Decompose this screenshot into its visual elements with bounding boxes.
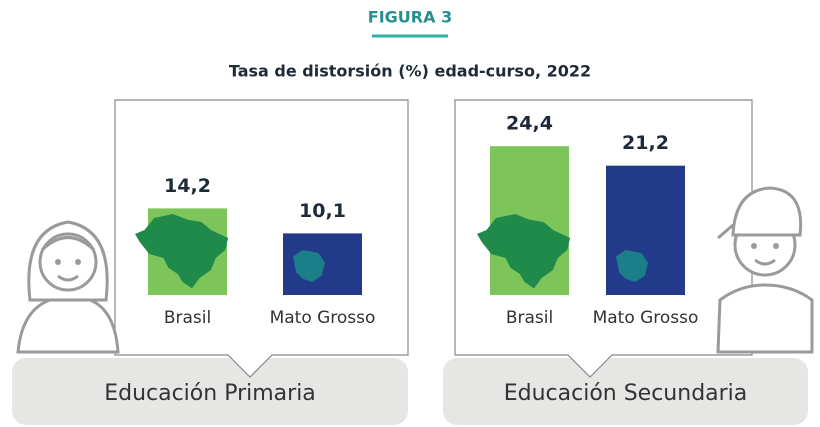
brazil-map <box>135 214 229 289</box>
girl-eye <box>75 259 81 265</box>
panel-pointer <box>567 354 613 378</box>
boy-smile <box>754 258 776 266</box>
girl-body <box>16 298 120 354</box>
panel-label-box <box>443 358 808 425</box>
value-label: 10,1 <box>299 200 346 222</box>
value-label: 21,2 <box>622 132 669 154</box>
panel-pointer <box>227 354 273 378</box>
boy-eye <box>751 243 757 249</box>
girl-eye <box>55 259 61 265</box>
mato-grosso-map <box>616 250 648 282</box>
panel-label-box <box>12 358 408 425</box>
boy-eye <box>773 243 779 249</box>
girl-bangs <box>40 236 96 252</box>
boy-body <box>716 283 814 354</box>
brazil-map <box>477 214 571 289</box>
category-label: Mato Grosso <box>593 308 699 328</box>
value-label: 14,2 <box>164 175 211 197</box>
girl-smile <box>57 274 79 282</box>
girl-face <box>38 232 98 292</box>
panel-title: Educación Primaria <box>104 381 316 406</box>
value-label: 24,4 <box>506 113 553 135</box>
panel-title: Educación Secundaria <box>504 381 748 406</box>
category-label: Brasil <box>506 308 553 328</box>
boy-cap-brim <box>717 223 734 240</box>
category-label: Mato Grosso <box>270 308 376 328</box>
category-label: Brasil <box>164 308 211 328</box>
figure-label: FIGURA 3 <box>368 8 452 27</box>
mato-grosso-map <box>293 250 325 282</box>
boy-cap <box>731 186 803 237</box>
bar <box>606 165 685 295</box>
chart-title: Tasa de distorsión (%) edad-curso, 2022 <box>229 62 591 81</box>
